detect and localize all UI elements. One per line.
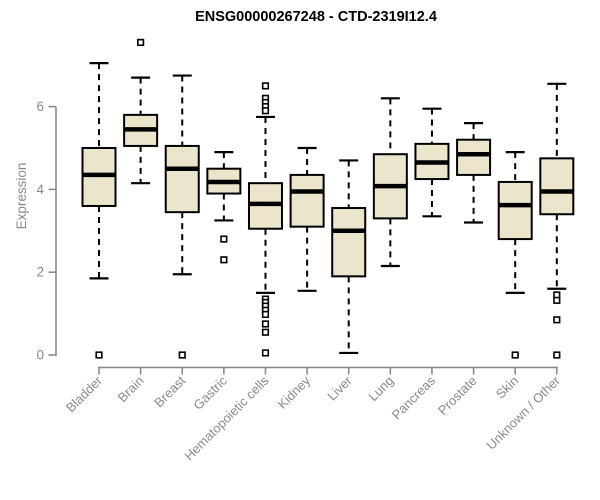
boxes-layer [81, 38, 575, 359]
outlier-point [553, 351, 561, 359]
iqr-box [539, 157, 575, 216]
outlier-point [511, 351, 519, 359]
box-unknown-other [539, 82, 575, 359]
outlier-point [220, 256, 228, 264]
iqr-box [164, 144, 200, 214]
y-axis: 0 2 4 6 [36, 99, 57, 363]
iqr-box [497, 180, 533, 241]
outlier-point [261, 320, 270, 328]
x-tick-label-brain: Brain [115, 373, 147, 405]
chart-title: ENSG00000267248 - CTD-2319I12.4 [195, 9, 437, 25]
box-hematopoietic-cells [247, 82, 283, 357]
x-tick-label-lung: Lung [365, 373, 396, 404]
outlier-point [220, 235, 228, 243]
y-tick-label: 0 [36, 348, 44, 363]
box-breast [164, 74, 200, 359]
x-tick-label-liver: Liver [324, 373, 355, 404]
box-lung [372, 97, 408, 268]
y-tick-label: 4 [36, 182, 44, 197]
box-kidney [289, 146, 325, 292]
iqr-box [289, 173, 325, 228]
iqr-box [331, 207, 367, 278]
x-tick-label-kidney: Kidney [275, 373, 314, 412]
box-bladder [81, 62, 117, 359]
x-tick-label-prostate: Prostate [435, 373, 480, 418]
y-axis-label: Expression [14, 163, 29, 230]
outlier-point [261, 82, 270, 90]
box-liver [331, 159, 367, 355]
outlier-point [553, 296, 561, 304]
box-gastric [206, 151, 242, 264]
outlier-point [261, 107, 270, 115]
x-tick-label-skin: Skin [493, 373, 521, 401]
y-tick-label: 6 [36, 99, 44, 114]
outlier-point [261, 310, 270, 319]
outlier-point [553, 316, 561, 324]
box-brain [123, 38, 159, 185]
outlier-point [95, 351, 103, 359]
outlier-point [137, 38, 145, 47]
x-tick-label-pancreas: Pancreas [389, 373, 439, 423]
x-tick-label-unknown-other: Unknown / Other [483, 373, 563, 453]
outlier-point [261, 328, 270, 336]
outlier-point [178, 351, 186, 359]
x-tick-label-gastric: Gastric [190, 373, 230, 413]
iqr-box [456, 138, 492, 176]
x-tick-label-bladder: Bladder [63, 373, 106, 416]
y-tick-label: 2 [36, 265, 44, 280]
x-tick-label-breast: Breast [151, 373, 188, 410]
box-prostate [456, 122, 492, 224]
box-skin [497, 151, 533, 359]
outlier-point [261, 349, 270, 357]
box-pancreas [414, 107, 450, 218]
